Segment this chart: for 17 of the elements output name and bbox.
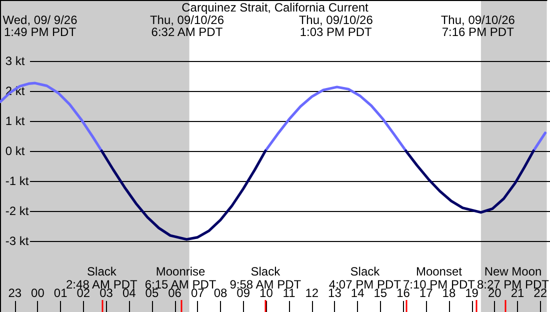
y-tick-label: 1 kt [5,114,26,128]
x-tick-label: 08 [214,286,228,300]
y-tick-label: -3 kt [5,234,30,248]
x-tick-label: 16 [396,286,410,300]
x2-tick-label: Thu, 09/10/26 6:32 AM PDT [150,13,224,39]
y-tick-label: 3 kt [5,54,26,68]
x2-tick-label: Wed, 09/ 9/26 1:49 PM PDT [2,13,78,39]
x2-tick-label: Thu, 09/10/26 7:16 PM PDT [440,13,516,39]
x-tick-label: 01 [54,286,68,300]
y-tick-label: 0 kt [5,144,26,158]
x-tick-label: 12 [305,286,319,300]
x2-tick-label: Thu, 09/10/26 1:03 PM PDT [298,13,374,39]
x-tick-label: 00 [31,286,45,300]
x-tick-label: 23 [8,286,22,300]
y-tick-label: -2 kt [5,204,30,218]
y-tick-label: -1 kt [5,174,30,188]
chart-title: Carquinez Strait, California Current [182,0,370,14]
